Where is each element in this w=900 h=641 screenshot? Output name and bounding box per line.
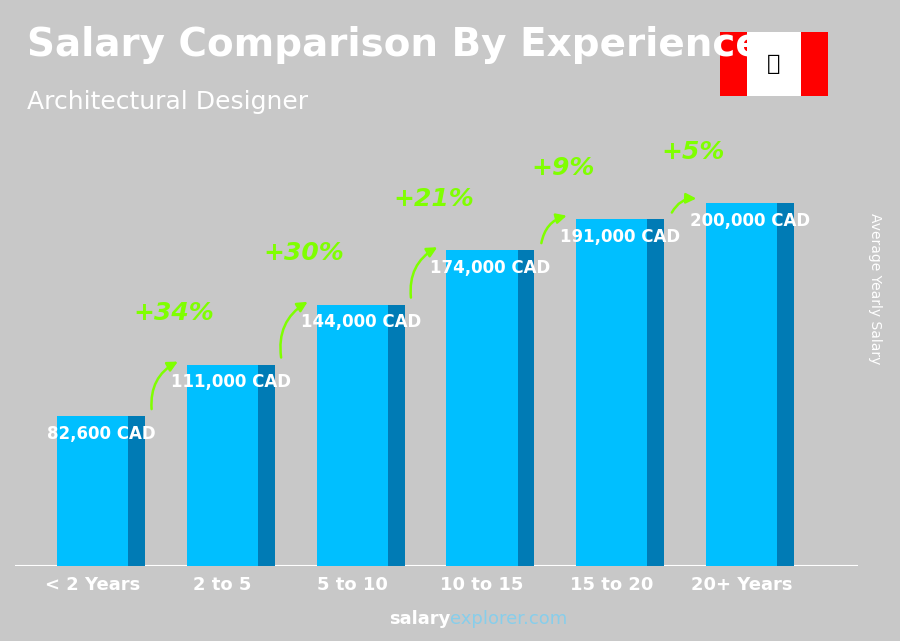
Polygon shape bbox=[518, 250, 535, 566]
Text: salary: salary bbox=[389, 610, 450, 628]
Polygon shape bbox=[777, 203, 794, 566]
Text: Salary Comparison By Experience: Salary Comparison By Experience bbox=[27, 26, 761, 63]
Text: 144,000 CAD: 144,000 CAD bbox=[301, 313, 421, 331]
Text: +30%: +30% bbox=[263, 242, 344, 265]
Text: 174,000 CAD: 174,000 CAD bbox=[430, 259, 551, 277]
Text: 200,000 CAD: 200,000 CAD bbox=[689, 212, 810, 229]
Text: +21%: +21% bbox=[393, 187, 473, 211]
Bar bbox=[576, 219, 647, 566]
Text: +9%: +9% bbox=[531, 156, 595, 180]
Polygon shape bbox=[647, 219, 664, 566]
Text: 82,600 CAD: 82,600 CAD bbox=[47, 425, 156, 443]
Bar bbox=[747, 32, 801, 96]
Polygon shape bbox=[388, 304, 405, 566]
Text: Architectural Designer: Architectural Designer bbox=[27, 90, 308, 113]
Bar bbox=[446, 250, 518, 566]
Bar bbox=[317, 304, 388, 566]
Text: 191,000 CAD: 191,000 CAD bbox=[560, 228, 680, 246]
Polygon shape bbox=[258, 365, 275, 566]
Text: +5%: +5% bbox=[661, 140, 725, 164]
Text: explorer.com: explorer.com bbox=[450, 610, 567, 628]
Bar bbox=[58, 416, 129, 566]
Polygon shape bbox=[129, 416, 145, 566]
Bar bbox=[801, 32, 828, 96]
Text: 111,000 CAD: 111,000 CAD bbox=[171, 373, 291, 392]
Text: +34%: +34% bbox=[133, 301, 214, 326]
Bar bbox=[720, 32, 747, 96]
Text: 🍁: 🍁 bbox=[768, 54, 780, 74]
Bar bbox=[187, 365, 258, 566]
Bar bbox=[706, 203, 777, 566]
Text: Average Yearly Salary: Average Yearly Salary bbox=[868, 213, 882, 364]
